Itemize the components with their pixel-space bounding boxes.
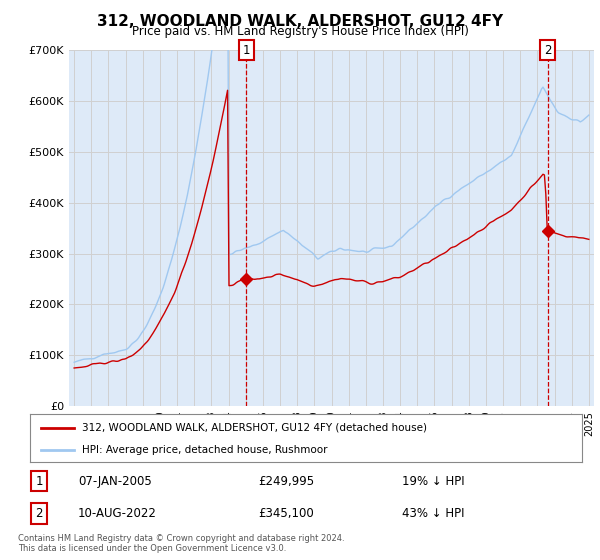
Text: 1: 1 — [242, 44, 250, 57]
Text: 2: 2 — [35, 507, 43, 520]
Text: 19% ↓ HPI: 19% ↓ HPI — [402, 474, 464, 488]
Text: Contains HM Land Registry data © Crown copyright and database right 2024.
This d: Contains HM Land Registry data © Crown c… — [18, 534, 344, 553]
Text: HPI: Average price, detached house, Rushmoor: HPI: Average price, detached house, Rush… — [82, 445, 328, 455]
Text: 2: 2 — [544, 44, 551, 57]
Text: 1: 1 — [35, 474, 43, 488]
Text: 43% ↓ HPI: 43% ↓ HPI — [402, 507, 464, 520]
Text: 10-AUG-2022: 10-AUG-2022 — [78, 507, 157, 520]
Text: 07-JAN-2005: 07-JAN-2005 — [78, 474, 152, 488]
Text: £345,100: £345,100 — [258, 507, 314, 520]
Text: 312, WOODLAND WALK, ALDERSHOT, GU12 4FY: 312, WOODLAND WALK, ALDERSHOT, GU12 4FY — [97, 14, 503, 29]
Text: 312, WOODLAND WALK, ALDERSHOT, GU12 4FY (detached house): 312, WOODLAND WALK, ALDERSHOT, GU12 4FY … — [82, 423, 427, 433]
Text: Price paid vs. HM Land Registry's House Price Index (HPI): Price paid vs. HM Land Registry's House … — [131, 25, 469, 38]
Text: £249,995: £249,995 — [258, 474, 314, 488]
